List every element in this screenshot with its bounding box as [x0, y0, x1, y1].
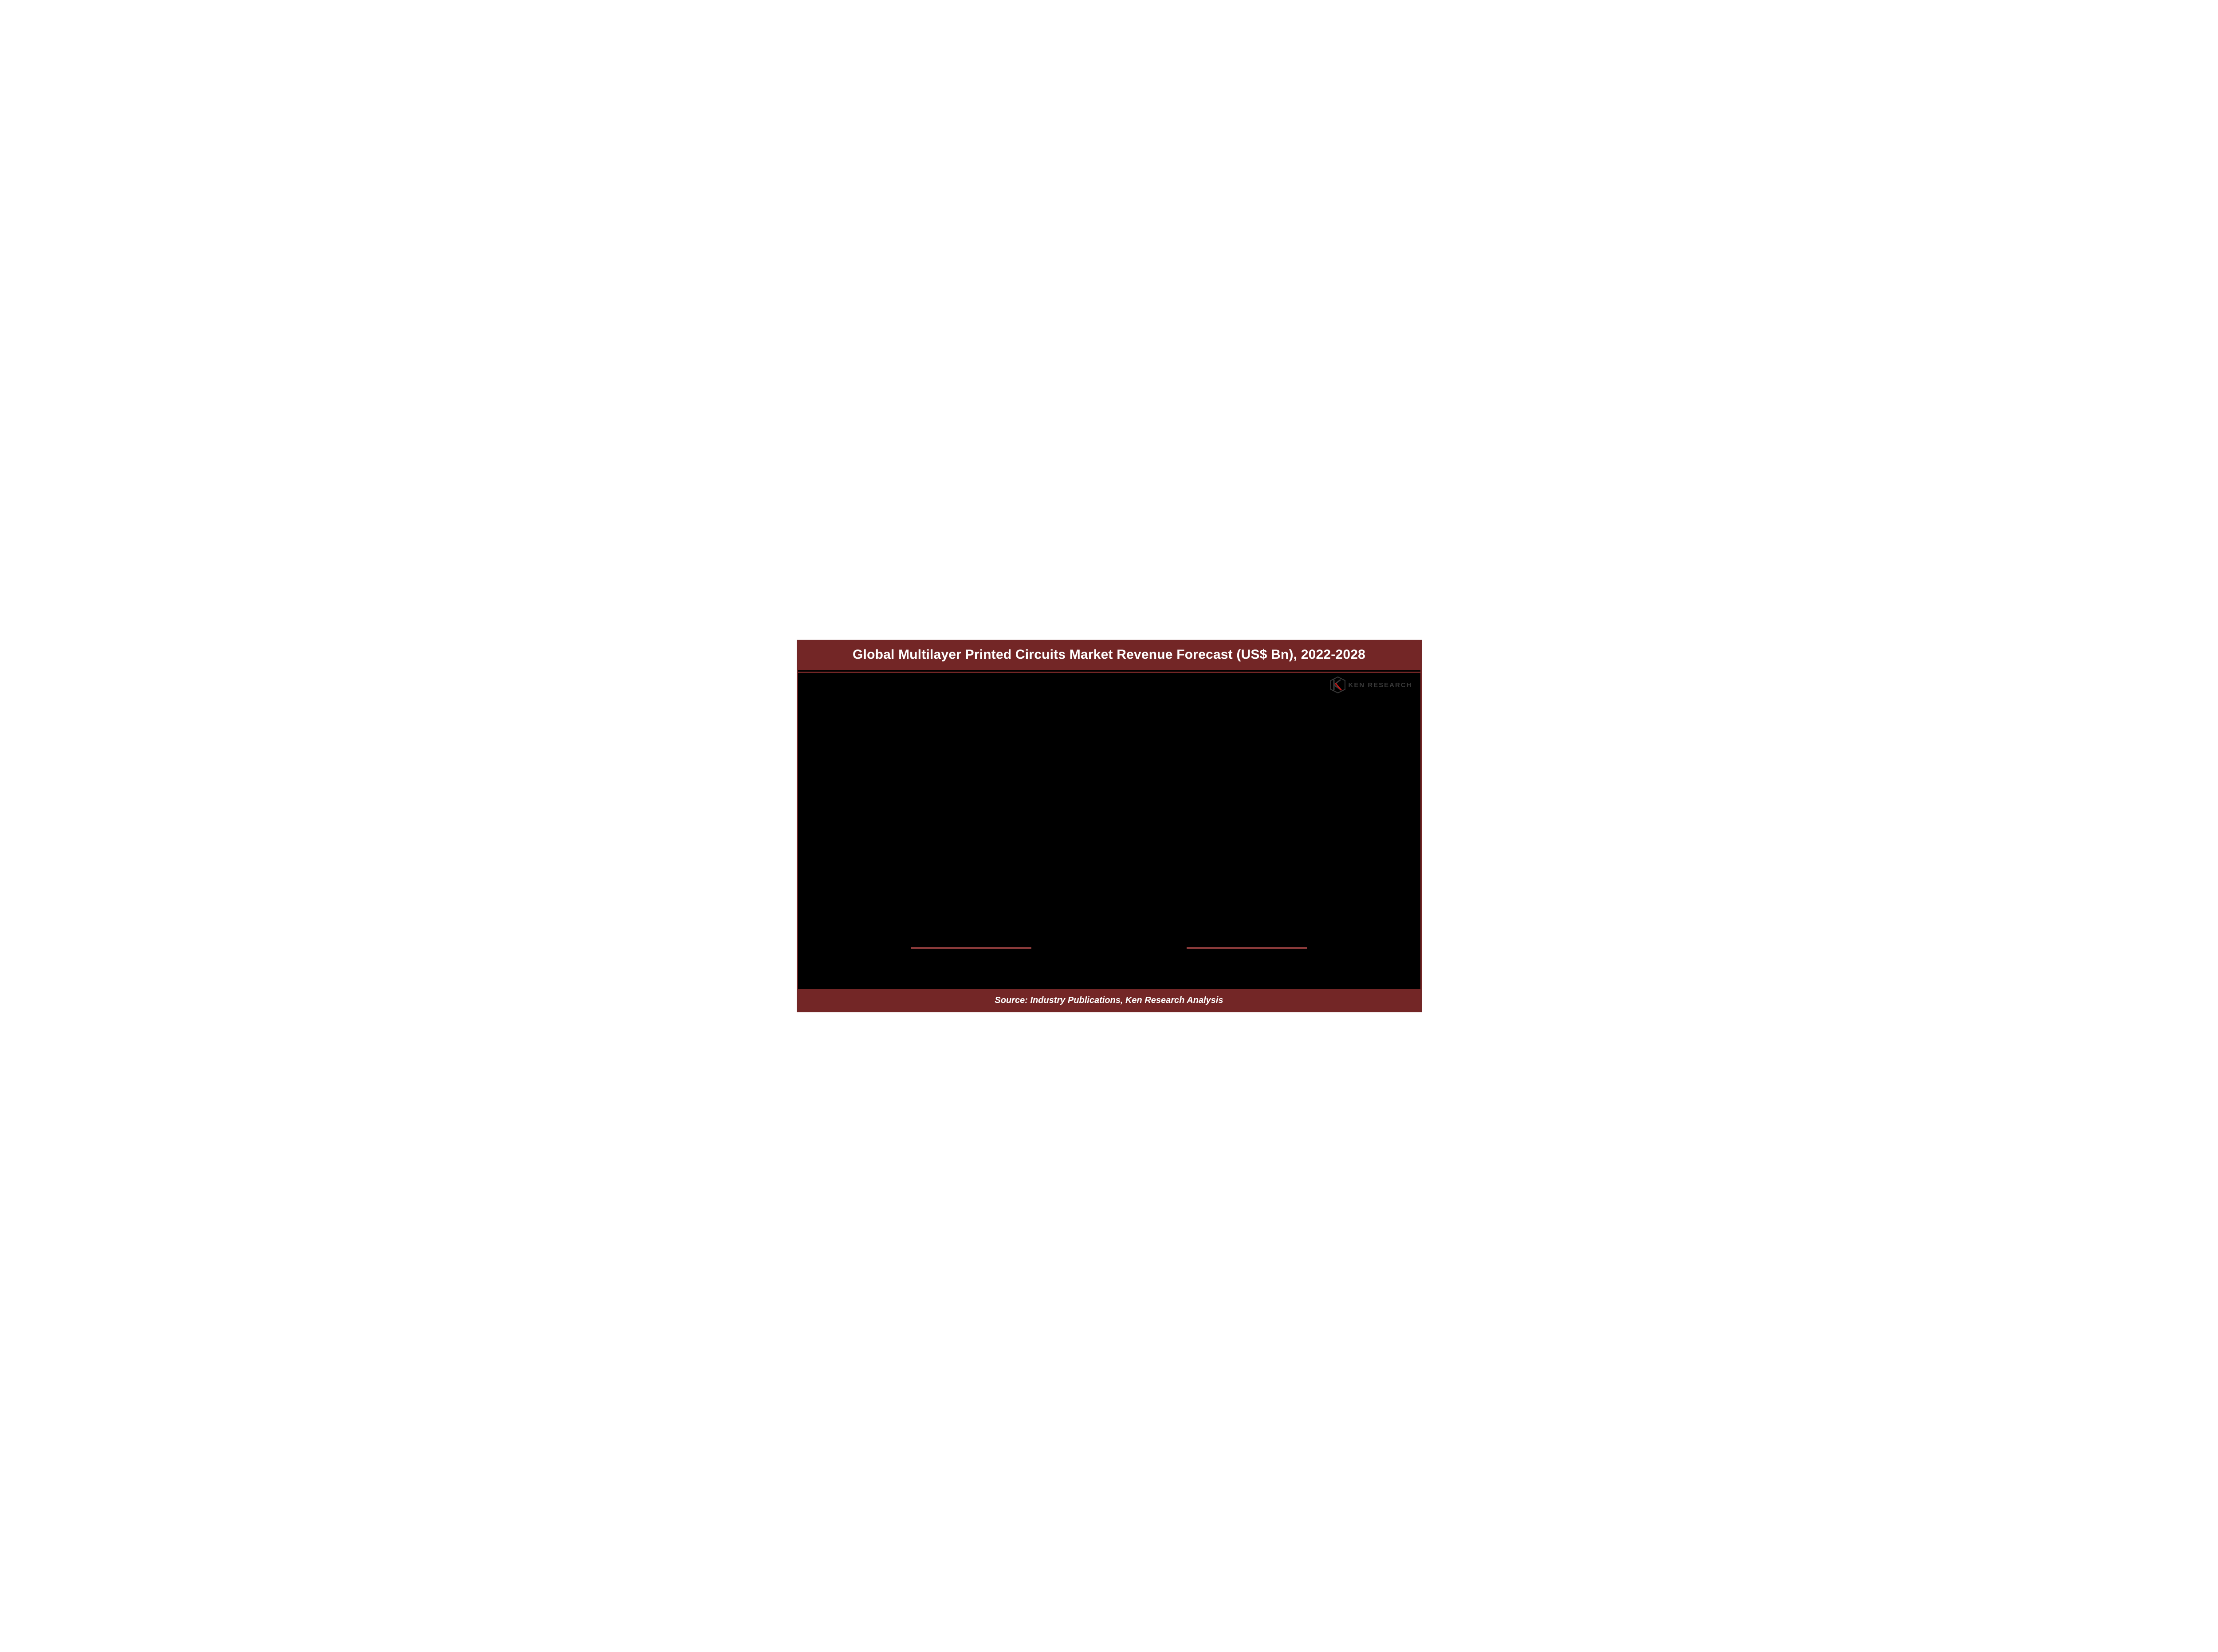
chart-title: Global Multilayer Printed Circuits Marke… — [802, 647, 1416, 662]
source-footer: Source: Industry Publications, Ken Resea… — [798, 990, 1420, 1011]
title-bar: Global Multilayer Printed Circuits Marke… — [798, 641, 1420, 672]
logo-text: KEN RESEARCH — [1348, 681, 1412, 689]
brand-logo: KEN RESEARCH — [1330, 677, 1412, 693]
logo-mark-icon — [1330, 677, 1345, 693]
bar-2022 — [911, 935, 1031, 949]
source-text: Source: Industry Publications, Ken Resea… — [995, 995, 1223, 1005]
chart-frame: Global Multilayer Printed Circuits Marke… — [797, 640, 1422, 1012]
chart-area — [834, 695, 1385, 949]
bar-group — [834, 695, 1385, 949]
bar-rect — [911, 947, 1031, 949]
plot-area: KEN RESEARCH — [798, 672, 1420, 990]
bar-2028 — [1187, 935, 1307, 949]
bar-rect — [1187, 947, 1307, 949]
